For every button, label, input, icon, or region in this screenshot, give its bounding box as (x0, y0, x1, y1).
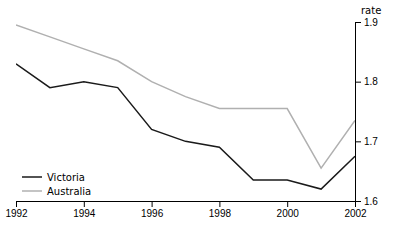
tick-label: 1992 (5, 208, 28, 219)
tick-mark (355, 82, 361, 83)
x-tick: 1996 (141, 201, 164, 219)
legend: Victoria Australia (22, 172, 91, 197)
legend-label: Australia (47, 186, 91, 197)
tick-mark (16, 201, 17, 207)
tick-label: 2002 (344, 208, 367, 219)
x-axis: 1992 1994 1996 1998 2000 2002 (5, 201, 367, 219)
tick-label: 1.9 (364, 17, 378, 28)
x-tick: 1994 (73, 201, 96, 219)
y-tick: 1.9 (355, 17, 378, 28)
x-tick: 1992 (5, 201, 28, 219)
legend-swatch (22, 190, 42, 192)
chart: 1992 1994 1996 1998 2000 20021.6 1.7 1.8 1.9rate… (0, 0, 397, 227)
tick-label: 1.8 (364, 76, 378, 87)
tick-label: 1994 (73, 208, 96, 219)
x-tick: 2000 (277, 201, 300, 219)
y-tick: 1.6 (355, 196, 378, 207)
tick-mark (84, 201, 85, 207)
tick-mark (355, 141, 361, 142)
legend-swatch (22, 176, 42, 178)
tick-mark (152, 201, 153, 207)
tick-label: 1998 (209, 208, 232, 219)
plot-area: 1992 1994 1996 1998 2000 20021.6 1.7 1.8 1.9rate… (5, 5, 381, 219)
tick-mark (355, 22, 361, 23)
axis-domain (17, 202, 356, 208)
tick-label: 2000 (277, 208, 300, 219)
x-tick: 1998 (209, 201, 232, 219)
y-axis: 1.6 1.7 1.8 1.9 (355, 17, 378, 207)
y-tick: 1.8 (355, 76, 378, 87)
legend-item: Australia (22, 186, 91, 197)
tick-mark (355, 201, 361, 202)
axis-label: rate (361, 5, 381, 16)
axis-domain (356, 23, 362, 202)
legend-label: Victoria (47, 172, 85, 183)
tick-label: 1.7 (364, 136, 378, 147)
series-line (16, 25, 355, 168)
tick-label: 1.6 (364, 196, 378, 207)
y-tick: 1.7 (355, 136, 378, 147)
lines (16, 25, 355, 189)
series-line (16, 64, 355, 189)
tick-mark (287, 201, 288, 207)
tick-label: 1996 (141, 208, 164, 219)
legend-item: Victoria (22, 172, 85, 183)
tick-mark (219, 201, 220, 207)
